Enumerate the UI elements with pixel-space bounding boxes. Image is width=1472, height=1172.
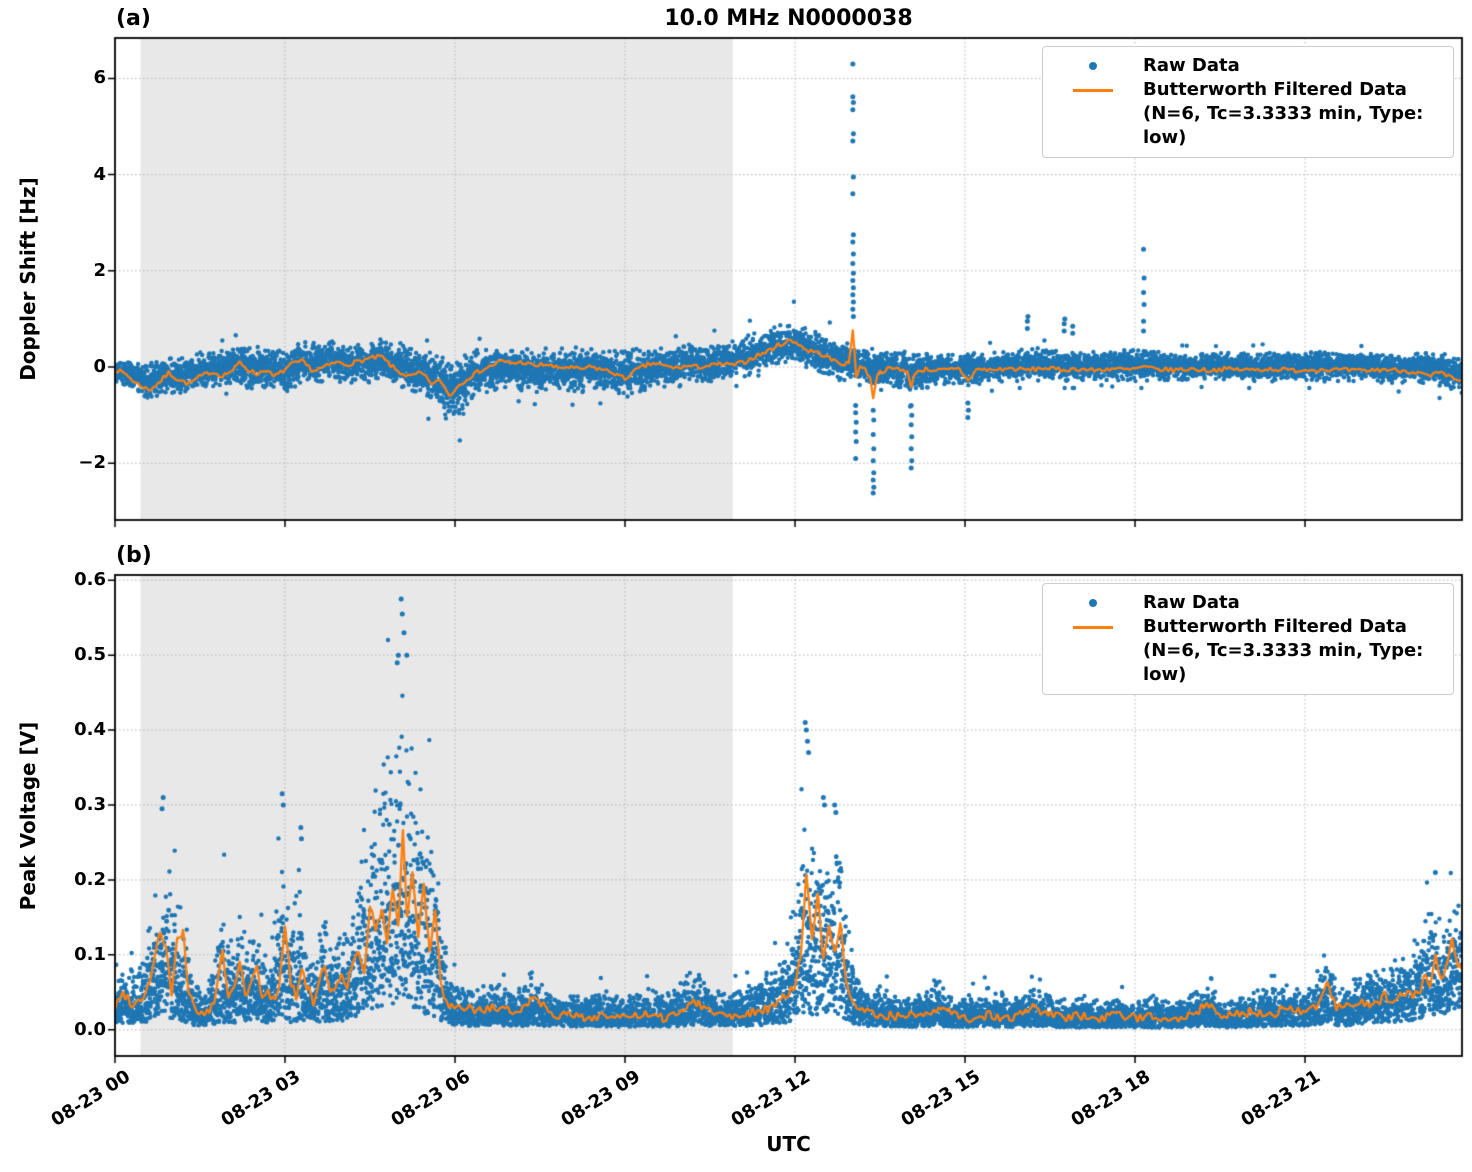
filtered-line-icon	[1043, 615, 1143, 639]
legend-raw-label: Raw Data	[1143, 592, 1240, 613]
y-tick-label: 0	[93, 356, 106, 378]
y-tick-label: 0.5	[74, 644, 106, 666]
filtered-line-icon	[1043, 78, 1143, 102]
y-tick-label: 0.1	[74, 943, 106, 965]
y-tick-label: 2	[93, 259, 106, 281]
y-tick-label: 0.2	[74, 868, 106, 890]
y-tick-label: 0.6	[74, 569, 106, 591]
panel-b-label: (b)	[116, 543, 152, 568]
legend-entry-filtered: Butterworth Filtered Data (N=6, Tc=3.3333…	[1043, 78, 1445, 150]
raw-data-dot-icon	[1043, 54, 1143, 78]
legend-filtered-label: Butterworth Filtered Data (N=6, Tc=3.3333…	[1143, 616, 1424, 685]
y-tick-label: −2	[78, 452, 106, 474]
figure-title: 10.0 MHz N0000038	[664, 6, 913, 31]
y-tick-label: 0.3	[74, 794, 106, 815]
y-tick-label: 4	[93, 163, 106, 185]
y-tick-label: 0.0	[74, 1018, 106, 1040]
panel-a-label: (a)	[116, 6, 151, 31]
legend-filtered-label: Butterworth Filtered Data (N=6, Tc=3.3333…	[1143, 79, 1424, 148]
legend-raw-label: Raw Data	[1143, 55, 1240, 76]
legend-entry-raw: Raw Data	[1043, 591, 1445, 615]
legend-panel-a: Raw Data Butterworth Filtered Data (N=6, …	[1042, 46, 1454, 158]
y-tick-label: 6	[93, 67, 106, 89]
legend-panel-b: Raw Data Butterworth Filtered Data (N=6, …	[1042, 583, 1454, 695]
x-axis-label: UTC	[766, 1132, 811, 1156]
legend-entry-raw: Raw Data	[1043, 54, 1445, 78]
y-tick-label: 0.4	[74, 719, 106, 741]
raw-data-dot-icon	[1043, 591, 1143, 615]
legend-entry-filtered: Butterworth Filtered Data (N=6, Tc=3.3333…	[1043, 615, 1445, 687]
